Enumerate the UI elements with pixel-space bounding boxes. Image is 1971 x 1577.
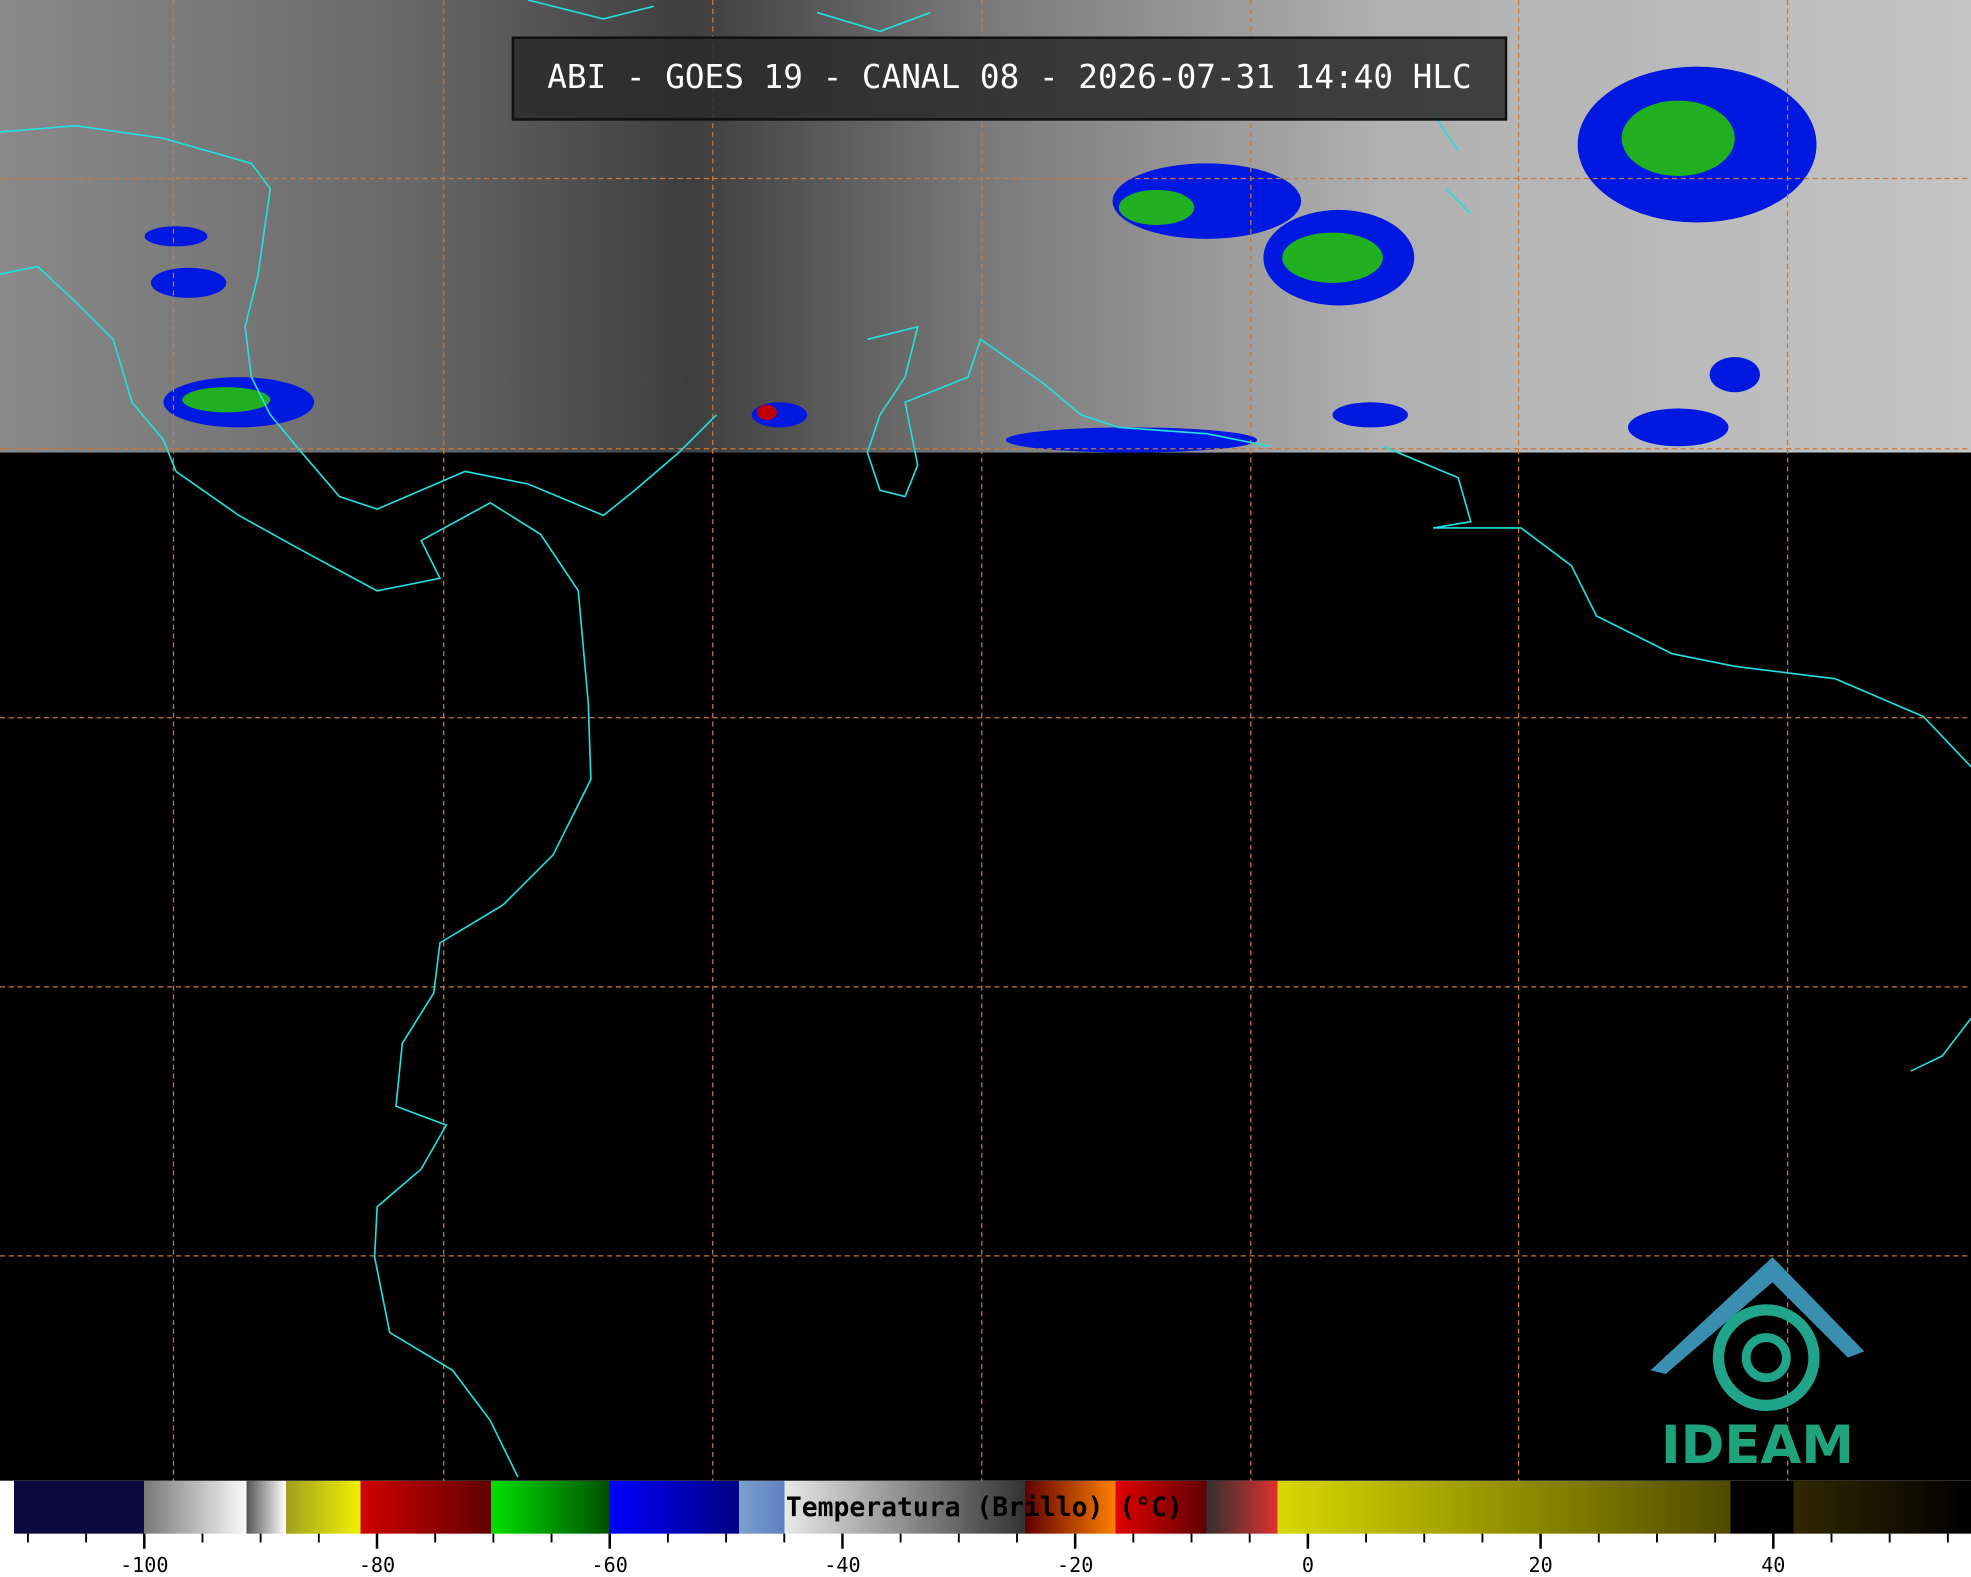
- logo-text: IDEAM: [1661, 1415, 1854, 1476]
- title: ABI - GOES 19 - CANAL 08 - 2026-07-31 14…: [547, 58, 1472, 96]
- colorbar: [0, 1480, 1971, 1534]
- colorbar-label: Temperatura (Brillo) (°C): [786, 1493, 1183, 1523]
- tick-label: -80: [359, 1553, 395, 1577]
- tick-label: 20: [1528, 1553, 1552, 1577]
- tick-label: -20: [1057, 1553, 1093, 1577]
- title-box: [511, 36, 1508, 121]
- tick-label: -100: [120, 1553, 168, 1577]
- grid: [0, 0, 1971, 1481]
- tick-label: 40: [1761, 1553, 1785, 1577]
- colorbar-ticks: -100 -80 -60 -40 -20 0 20 40: [26, 1533, 1949, 1577]
- tick-label: -60: [592, 1553, 628, 1577]
- coastlines: [0, 0, 1971, 1478]
- tick-label: -40: [824, 1553, 860, 1577]
- cloud-tops: [144, 66, 1817, 453]
- tick-label: 0: [1302, 1553, 1314, 1577]
- logo: IDEAM: [1650, 1257, 1865, 1476]
